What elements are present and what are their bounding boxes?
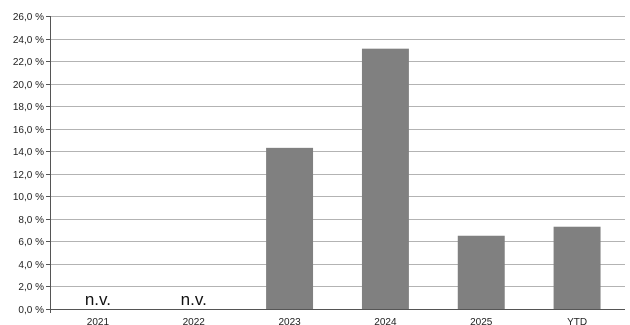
x-tick-label: 2024 <box>374 317 397 325</box>
x-tick-label: 2025 <box>470 317 493 325</box>
y-tick-label: 24,0 % <box>13 35 44 46</box>
y-tick-label: 20,0 % <box>13 80 44 91</box>
y-tick-label: 14,0 % <box>13 147 44 158</box>
x-tick-label: 2023 <box>278 317 301 325</box>
y-tick-label: 18,0 % <box>13 102 44 113</box>
y-tick-label: 4,0 % <box>18 260 44 271</box>
bar-ytd <box>553 226 601 309</box>
bar-value-label: n.v. <box>85 290 111 309</box>
y-tick-label: 8,0 % <box>18 215 44 226</box>
x-tick-label: 2022 <box>183 317 206 325</box>
labels: 0,0 % 2,0 % 4,0 % 6,0 % 8,0 % 10,0 % 12,0 % 14,… <box>13 12 587 325</box>
y-tick-label: 6,0 % <box>18 237 44 248</box>
x-tick-label: YTD <box>567 317 587 325</box>
y-tick-label: 12,0 % <box>13 170 44 181</box>
y-tick-label: 10,0 % <box>13 192 44 203</box>
grid-lines <box>46 16 625 310</box>
bar-2024 <box>361 48 409 310</box>
y-tick-label: 2,0 % <box>18 282 44 293</box>
x-tick-label: 2021 <box>87 317 110 325</box>
bars <box>266 48 601 310</box>
bar-2023 <box>266 147 314 309</box>
y-tick-label: 26,0 % <box>13 12 44 23</box>
y-tick-label: 16,0 % <box>13 125 44 136</box>
y-tick-label: 0,0 % <box>18 305 44 316</box>
y-tick-label: 22,0 % <box>13 57 44 68</box>
axes <box>46 16 625 313</box>
bar-2025 <box>457 235 505 309</box>
bar-value-label: n.v. <box>181 290 207 309</box>
